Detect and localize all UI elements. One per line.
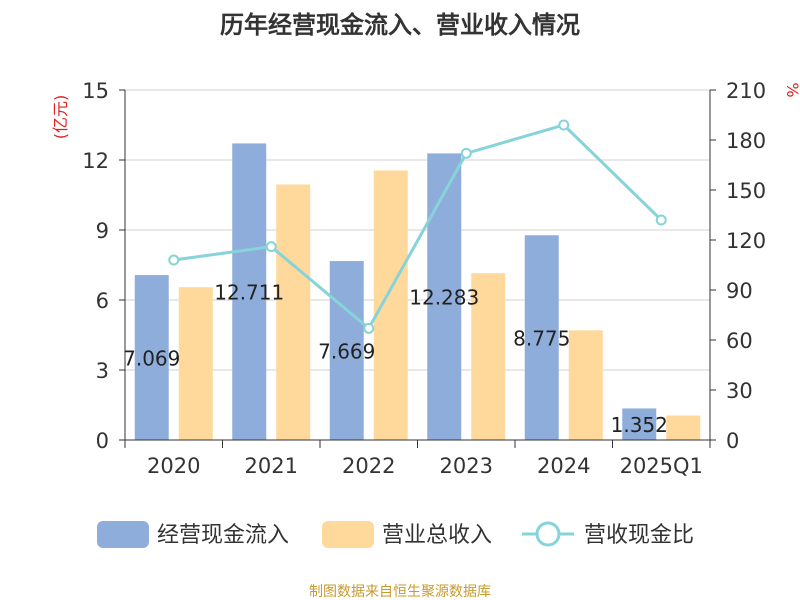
legend-label: 营业总收入 [382, 523, 492, 548]
grid-lines [125, 89, 710, 371]
y-right-tick-label: 150 [726, 179, 766, 203]
legend-swatch [322, 521, 374, 548]
line-point [168, 254, 180, 266]
data-label: 12.711 [214, 281, 284, 305]
y-right-tick-label: 0 [726, 429, 739, 453]
line-point [655, 214, 667, 226]
y-right-tick-label: 30 [726, 379, 753, 403]
legend-swatch [97, 521, 149, 548]
legend-label: 营收现金比 [584, 523, 694, 548]
legend-marker [535, 521, 561, 547]
bar-cash-inflow [524, 235, 559, 440]
source-note: 制图数据来自恒生聚源数据库 [309, 584, 491, 600]
y-right-tick-label: 210 [726, 79, 766, 103]
x-tick-label: 2020 [147, 454, 200, 478]
y-right-tick-label: 120 [726, 229, 766, 253]
y-left-tick-label: 9 [96, 219, 109, 243]
bar-cash-inflow [622, 408, 657, 440]
y-right-axis-label: % [783, 82, 800, 97]
x-tick-label: 2021 [245, 454, 298, 478]
line-series [168, 119, 667, 334]
bar-revenue [666, 415, 701, 440]
data-labels: 7.069 12.711 7.669 12.283 8.775 1.352 [123, 281, 668, 438]
y-left-axis-label: (亿元) [51, 95, 70, 140]
bar-cash-inflow [134, 275, 169, 440]
y-left-tick-label: 15 [82, 79, 109, 103]
data-label: 1.352 [611, 413, 668, 437]
y-left-tick-label: 0 [96, 429, 109, 453]
data-label: 12.283 [409, 286, 479, 310]
y-left-tick-label: 3 [96, 359, 109, 383]
line-path [173, 123, 663, 331]
y-left-tick-label: 6 [96, 289, 109, 313]
data-label: 8.775 [513, 327, 570, 351]
y-right-tick-label: 60 [726, 329, 753, 353]
bar-revenue [178, 287, 213, 440]
line-point [558, 119, 570, 131]
bar-cash-inflow [427, 153, 462, 440]
bar-revenue [373, 170, 408, 440]
data-label: 7.069 [123, 347, 180, 371]
line-point [363, 322, 375, 334]
x-tick-label: 2024 [537, 454, 590, 478]
line-point [460, 147, 472, 159]
bar-revenue [471, 273, 506, 440]
data-label: 7.669 [318, 340, 375, 364]
legend: 经营现金流入 营业总收入 营收现金比 [97, 521, 694, 548]
line-point [265, 241, 277, 253]
y-right-tick-label: 90 [726, 279, 753, 303]
x-tick-label: 2025Q1 [620, 454, 703, 478]
bar-cash-inflow [232, 143, 267, 440]
legend-label: 经营现金流入 [157, 523, 289, 548]
y-left-tick-label: 12 [82, 149, 109, 173]
chart-title: 历年经营现金流入、营业收入情况 [220, 11, 580, 39]
x-tick-label: 2023 [440, 454, 493, 478]
bar-revenue [568, 330, 603, 440]
bar-revenue [276, 184, 311, 440]
y-right-tick-label: 180 [726, 129, 766, 153]
x-tick-label: 2022 [342, 454, 395, 478]
bar-series [134, 143, 701, 440]
bar-cash-inflow [329, 261, 364, 440]
